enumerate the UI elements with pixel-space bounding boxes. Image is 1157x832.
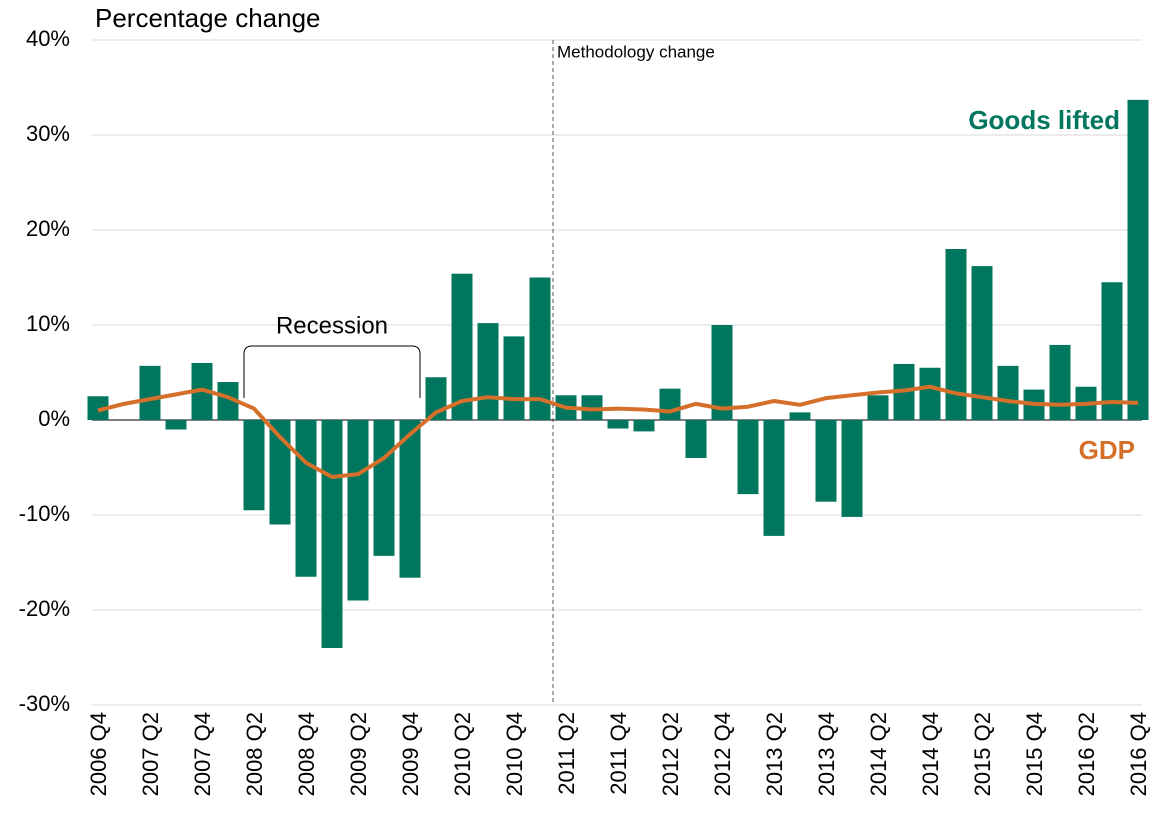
y-tick-label: 10% xyxy=(26,311,70,336)
bar xyxy=(815,420,837,502)
x-tick-label: 2011 Q2 xyxy=(554,712,579,795)
bar xyxy=(789,412,811,420)
y-tick-label: 40% xyxy=(26,26,70,51)
bar xyxy=(451,273,473,420)
bar xyxy=(659,388,681,420)
y-tick-label: 0% xyxy=(38,406,70,431)
line xyxy=(97,384,1139,479)
y-tick-label: -30% xyxy=(19,691,70,716)
bar xyxy=(503,336,525,420)
x-tick-label: 2010 Q4 xyxy=(502,712,527,796)
bar xyxy=(529,277,551,420)
x-tick-label: 2007 Q2 xyxy=(138,712,163,796)
x-tick-label: 2010 Q2 xyxy=(450,712,475,796)
bar xyxy=(321,420,343,648)
bar xyxy=(633,420,655,432)
x-tick-label: 2009 Q2 xyxy=(346,712,371,796)
bar xyxy=(997,365,1019,420)
bar xyxy=(477,323,499,420)
bar xyxy=(139,365,161,420)
y-tick-label: -20% xyxy=(19,596,70,621)
bar xyxy=(971,266,993,420)
bar xyxy=(87,396,109,420)
bar xyxy=(711,325,733,420)
x-tick-label: 2016 Q4 xyxy=(1126,712,1151,796)
bar xyxy=(399,420,421,578)
bar xyxy=(217,382,239,420)
bar xyxy=(607,420,629,429)
recession-bracket xyxy=(243,345,421,398)
x-tick-label: 2012 Q4 xyxy=(710,712,735,796)
annotation: Recession xyxy=(276,312,388,339)
y-tick-label: 30% xyxy=(26,121,70,146)
x-tick-label: 2015 Q4 xyxy=(1022,712,1047,796)
bar xyxy=(841,420,863,517)
bar xyxy=(1049,344,1071,420)
x-tick-label: 2006 Q4 xyxy=(86,712,111,796)
bar xyxy=(867,395,889,420)
x-tick-label: 2009 Q4 xyxy=(398,712,423,796)
bar xyxy=(373,420,395,556)
x-tick-label: 2011 Q4 xyxy=(606,712,631,795)
bar xyxy=(295,420,317,577)
x-tick-label: 2012 Q2 xyxy=(658,712,683,796)
annotation: Methodology change xyxy=(557,42,715,61)
bar xyxy=(243,420,265,511)
bar xyxy=(945,249,967,420)
x-tick-label: 2013 Q4 xyxy=(814,712,839,796)
bar xyxy=(919,367,941,420)
bar xyxy=(165,420,187,430)
bar xyxy=(763,420,785,536)
x-tick-label: 2014 Q2 xyxy=(866,712,891,796)
y-axis-title: Percentage change xyxy=(95,3,321,33)
x-tick-label: 2016 Q2 xyxy=(1074,712,1099,796)
bar xyxy=(1101,282,1123,420)
y-tick-label: 20% xyxy=(26,216,70,241)
series-label: Goods lifted xyxy=(968,105,1120,135)
x-tick-label: 2015 Q2 xyxy=(970,712,995,796)
bar xyxy=(269,420,291,525)
x-tick-label: 2014 Q4 xyxy=(918,712,943,796)
y-tick-label: -10% xyxy=(19,501,70,526)
bar xyxy=(1127,99,1149,420)
x-tick-label: 2013 Q2 xyxy=(762,712,787,796)
series-label: GDP xyxy=(1079,435,1135,465)
x-tick-label: 2007 Q4 xyxy=(190,712,215,796)
bar xyxy=(685,420,707,458)
x-tick-label: 2008 Q2 xyxy=(242,712,267,796)
bar xyxy=(347,420,369,601)
x-tick-label: 2008 Q4 xyxy=(294,712,319,796)
bar xyxy=(737,420,759,495)
